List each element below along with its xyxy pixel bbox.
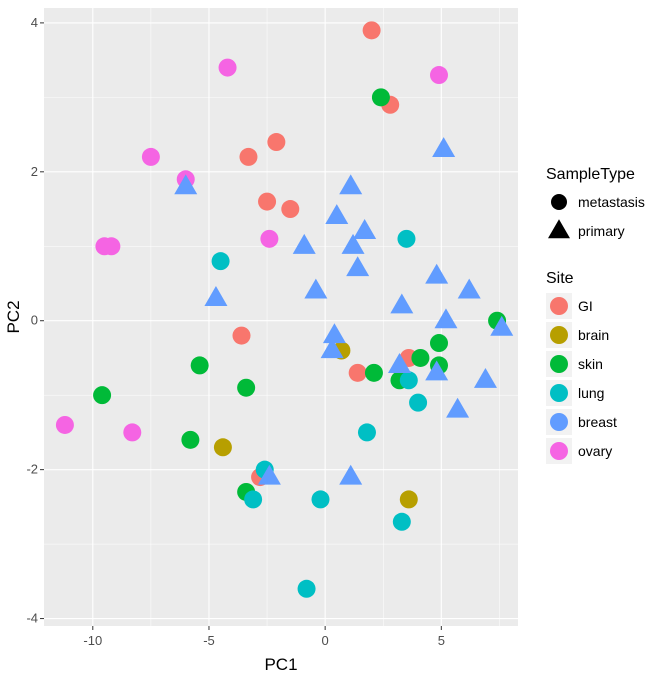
breast-primary-point <box>457 278 481 299</box>
gi-metastasis-point <box>258 192 277 211</box>
ovary-metastasis-point <box>123 423 142 442</box>
ovary-metastasis-point <box>55 415 74 434</box>
ovary-metastasis-point <box>102 237 121 256</box>
color-legend-label: lung <box>578 385 604 401</box>
plot-panel <box>44 8 518 626</box>
breast-primary-point <box>341 233 365 254</box>
gi-metastasis-point <box>239 147 258 166</box>
skin-metastasis-point <box>181 430 200 449</box>
x-tick-label: 0 <box>322 633 329 648</box>
skin-metastasis-point <box>237 378 256 397</box>
skin-metastasis-point <box>364 363 383 382</box>
breast-primary-point <box>425 360 449 381</box>
skin-metastasis-point <box>411 348 430 367</box>
y-axis-title: PC2 <box>4 300 23 333</box>
ovary-metastasis-point <box>141 147 160 166</box>
breast-primary-point <box>322 323 346 344</box>
lung-metastasis-point <box>297 579 316 598</box>
x-tick-label: -5 <box>203 633 215 648</box>
breast-primary-point <box>325 204 349 225</box>
brain-metastasis-point <box>399 490 418 509</box>
skin-metastasis-point <box>371 88 390 107</box>
lung-metastasis-point <box>211 252 230 271</box>
grid-lines <box>44 8 518 626</box>
breast-primary-point <box>339 464 363 485</box>
gi-metastasis-point <box>281 200 300 219</box>
breast-primary-point <box>353 219 377 239</box>
color-legend-title: Site <box>546 270 574 287</box>
gi-metastasis-point <box>267 133 286 152</box>
gi-metastasis-point <box>362 21 381 40</box>
shape-legend-entries: metastasis primary <box>548 194 645 239</box>
lung-metastasis-point <box>311 490 330 509</box>
legend-circle-key <box>551 194 567 210</box>
shape-legend-label: primary <box>578 223 625 239</box>
breast-primary-point <box>292 233 316 254</box>
shape-legend-title: SampleType <box>546 166 635 183</box>
breast-primary-point <box>432 137 456 158</box>
lung-metastasis-point <box>244 490 263 509</box>
breast-primary-point <box>446 397 470 418</box>
shape-legend-label: metastasis <box>578 194 645 210</box>
breast-primary-point <box>425 263 449 284</box>
breast-primary-point <box>257 464 281 485</box>
legend-color-key <box>550 384 568 402</box>
breast-primary-point <box>434 308 458 329</box>
color-legend-label: GI <box>578 298 593 314</box>
ovary-metastasis-point <box>218 58 237 77</box>
color-legend-label: skin <box>578 356 603 372</box>
legend-triangle-key <box>548 219 570 239</box>
x-axis-title: PC1 <box>264 655 297 674</box>
color-legend-label: breast <box>578 414 617 430</box>
lung-metastasis-point <box>397 229 416 248</box>
y-tick-label: 4 <box>31 15 38 30</box>
y-tick-label: -4 <box>26 611 38 626</box>
legend: SampleType metastasis primary Site GI brai… <box>546 166 645 464</box>
y-tick-label: 2 <box>31 164 38 179</box>
y-tick-label: -2 <box>26 462 38 477</box>
breast-primary-point <box>320 338 344 359</box>
breast-primary-point <box>390 293 414 314</box>
lung-metastasis-point <box>357 423 376 442</box>
color-legend-label: ovary <box>578 443 612 459</box>
legend-color-key <box>550 326 568 344</box>
y-tick-label: 0 <box>31 313 38 328</box>
legend-color-key <box>550 355 568 373</box>
y-axis-ticks: -4 -2 0 2 4 <box>26 15 44 626</box>
lung-metastasis-point <box>399 371 418 390</box>
brain-metastasis-point <box>213 438 232 457</box>
breast-primary-point <box>304 278 328 299</box>
breast-primary-point <box>490 315 514 336</box>
breast-primary-point <box>473 367 497 388</box>
breast-primary-point <box>339 174 363 195</box>
lung-metastasis-point <box>392 512 411 531</box>
breast-primary-point <box>174 174 198 195</box>
ovary-metastasis-point <box>260 229 279 248</box>
legend-color-key <box>550 297 568 315</box>
skin-metastasis-point <box>430 334 448 353</box>
breast-primary-point <box>346 256 370 277</box>
gi-metastasis-point <box>348 363 367 382</box>
lung-metastasis-point <box>409 393 428 412</box>
x-axis-ticks: -10 -5 0 5 <box>83 626 445 648</box>
skin-metastasis-point <box>190 356 209 375</box>
breast-primary-point <box>204 286 228 306</box>
data-points <box>55 21 514 598</box>
breast-primary-point <box>388 353 411 373</box>
gi-metastasis-point <box>232 326 251 345</box>
color-legend-entries: GI brain skin lung breast ovary <box>546 293 617 464</box>
legend-color-key <box>550 413 568 431</box>
color-legend-label: brain <box>578 327 609 343</box>
x-tick-label: -10 <box>83 633 102 648</box>
ovary-metastasis-point <box>430 66 448 85</box>
x-tick-label: 5 <box>438 633 445 648</box>
skin-metastasis-point <box>93 386 112 405</box>
legend-color-key <box>550 442 568 460</box>
